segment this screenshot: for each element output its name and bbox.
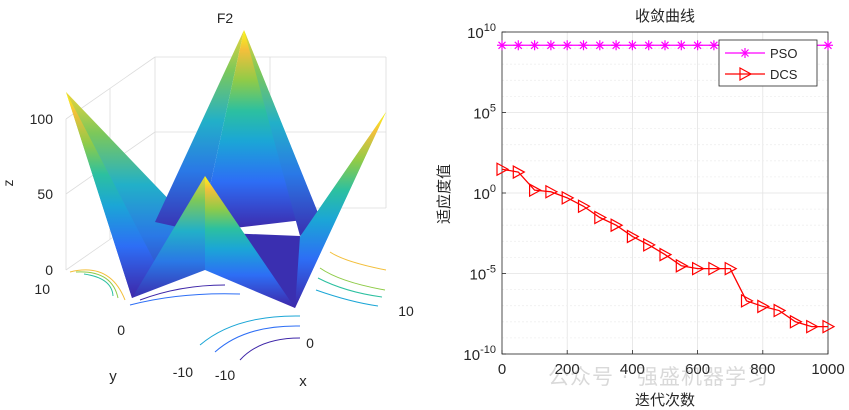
- marker-pso: [643, 40, 654, 51]
- marker-pso: [578, 40, 589, 51]
- legend: PSO DCS: [718, 39, 818, 87]
- marker-dcs: [691, 261, 705, 276]
- marker-dcs: [708, 261, 722, 276]
- surface-title: F2: [217, 10, 234, 26]
- facet-near-peak-right: [205, 176, 295, 308]
- convergence-plot: 收敛曲线 迭代次数 适应度值 0 200 400 600 800 1000 1010 105…: [435, 7, 845, 409]
- x-tick-10: 10: [398, 303, 414, 319]
- marker-pso: [545, 40, 556, 51]
- y-tick-0: 0: [117, 322, 125, 338]
- z-axis: 100 50 0 z: [0, 111, 53, 278]
- facet-right-peak-front: [270, 112, 386, 308]
- legend-label-pso: PSO: [770, 46, 797, 61]
- marker-dcs: [757, 299, 771, 314]
- floor-contours: [69, 251, 387, 361]
- facet-far-peak-right: [244, 30, 320, 236]
- y-tick-label: 10-10: [463, 344, 496, 364]
- x-tick-0: 0: [306, 335, 314, 351]
- marker-pso: [529, 40, 540, 51]
- marker-dcs: [806, 319, 819, 334]
- marker-dcs: [643, 237, 656, 252]
- x-tick-label: 1000: [811, 361, 844, 378]
- marker-dcs: [577, 199, 591, 214]
- z-tick-50: 50: [37, 186, 53, 202]
- marker-dcs: [789, 314, 803, 329]
- x-tick-label: 800: [750, 361, 775, 378]
- marker-pso: [611, 40, 622, 51]
- marker-dcs: [528, 183, 542, 198]
- x-tick-label: 600: [685, 361, 710, 378]
- marker-pso: [627, 40, 638, 51]
- marker-pso: [708, 40, 719, 51]
- x-axis: -10 0 10 x: [215, 303, 414, 390]
- y-axis-label: y: [109, 368, 117, 385]
- x-ticks: 0 200 400 600 800 1000: [498, 350, 845, 378]
- marker-dcs: [610, 218, 624, 233]
- marker-dcs: [626, 229, 640, 244]
- marker-dcs: [675, 258, 689, 273]
- x-tick-label: 400: [620, 361, 645, 378]
- convergence-ylabel: 适应度值: [435, 164, 453, 224]
- marker-pso: [823, 40, 833, 51]
- watermark: 公众号 · 强盛机器学习: [548, 365, 770, 389]
- z-tick-0: 0: [45, 262, 53, 278]
- x-tick-label: 200: [555, 361, 580, 378]
- facet-left-peak-front: [66, 92, 160, 298]
- legend-label-dcs: DCS: [770, 67, 798, 82]
- facet-far-peak-left: [155, 30, 244, 232]
- legend-box: [718, 39, 818, 87]
- marker-dcs: [561, 190, 575, 205]
- marker-dcs: [724, 261, 738, 276]
- marker-pso: [660, 40, 670, 51]
- marker-dcs: [496, 162, 510, 177]
- marker-dcs: [594, 210, 608, 225]
- legend-marker-dcs: [739, 66, 753, 82]
- surface-mesh: [66, 30, 386, 308]
- marker-pso: [497, 40, 507, 51]
- marker-dcs: [740, 293, 754, 308]
- marker-dcs: [659, 247, 673, 262]
- z-axis-label: z: [0, 180, 16, 187]
- y-tick-label: 10-5: [470, 264, 496, 284]
- y-axis: 10 0 -10 y: [34, 281, 193, 385]
- convergence-title: 收敛曲线: [635, 7, 695, 25]
- convergence-xlabel: 迭代次数: [635, 391, 695, 409]
- y-tick-label: 105: [473, 103, 496, 123]
- y-ticks: 1010 105 100 10-5 10-10: [463, 22, 506, 364]
- marker-pso: [692, 40, 703, 51]
- legend-marker-pso: [740, 48, 750, 58]
- marker-dcs: [773, 303, 787, 318]
- z-tick-100: 100: [30, 111, 54, 127]
- marker-pso: [676, 40, 687, 51]
- marker-pso: [594, 40, 605, 51]
- marker-dcs: [822, 319, 836, 334]
- marker-dcs: [512, 165, 526, 180]
- marker-pso: [513, 40, 524, 51]
- marker-pso: [562, 40, 573, 51]
- y-tick-label: 100: [473, 183, 496, 203]
- y-tick-10: 10: [34, 281, 50, 297]
- x-tick-neg10: -10: [215, 367, 235, 383]
- y-tick-neg10: -10: [173, 364, 193, 380]
- surface-plot: F2: [0, 10, 414, 390]
- facet-valley-floor: [132, 232, 300, 308]
- y-tick-label: 1010: [467, 22, 496, 42]
- marker-dcs: [545, 184, 559, 199]
- x-tick-label: 0: [498, 361, 506, 378]
- x-axis-label: x: [299, 373, 307, 390]
- facet-near-peak-left: [132, 176, 205, 298]
